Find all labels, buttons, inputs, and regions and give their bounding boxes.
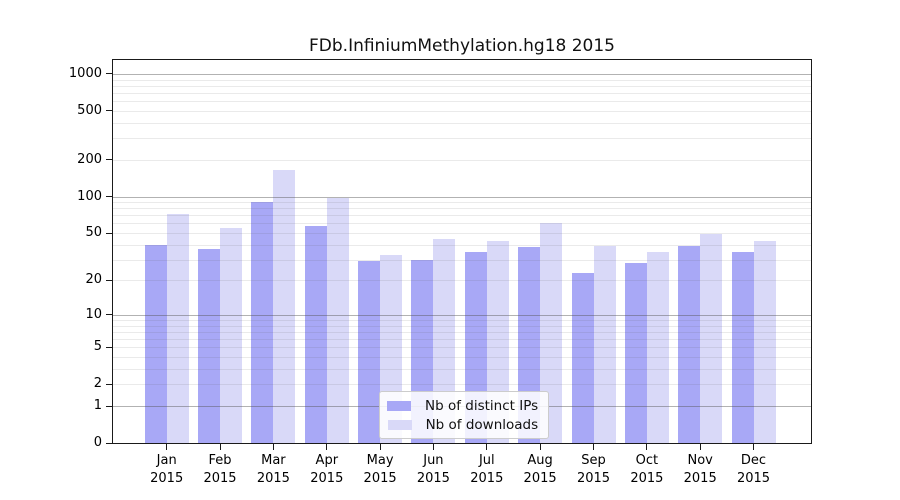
x-tick-mark (486, 444, 488, 450)
y-tick-mark (106, 232, 112, 234)
legend-label-downloads: Nb of downloads (425, 416, 539, 433)
y-tick-mark (106, 346, 112, 348)
bar-downloads (700, 234, 723, 443)
bars-layer (113, 60, 811, 443)
x-tick-label: Apr 2015 (310, 453, 344, 486)
x-tick-label: Jun 2015 (416, 453, 450, 486)
x-tick-mark (646, 444, 648, 450)
x-tick-mark (219, 444, 221, 450)
bar-downloads (753, 240, 776, 443)
legend-item-downloads: Nb of downloads (387, 416, 539, 433)
bar-distinct-ips (678, 245, 701, 443)
plot-area: Nb of distinct IPs Nb of downloads (112, 59, 812, 444)
x-tick-label: Aug 2015 (523, 453, 557, 486)
legend: Nb of distinct IPs Nb of downloads (379, 391, 550, 439)
y-tick-mark (106, 405, 112, 407)
y-tick-mark (106, 196, 112, 197)
x-tick-label: Jan 2015 (150, 453, 184, 486)
bar-downloads (220, 228, 243, 443)
y-tick-label: 20 (85, 272, 102, 288)
legend-item-distinct-ips: Nb of distinct IPs (387, 397, 539, 414)
bar-downloads (646, 251, 669, 443)
x-tick-label: Sep 2015 (576, 453, 611, 486)
bar-distinct-ips (198, 248, 221, 443)
bar-downloads (273, 169, 296, 443)
x-tick-mark (699, 444, 701, 450)
x-tick-mark (166, 444, 168, 450)
x-tick-label: Jul 2015 (470, 453, 504, 486)
y-tick-label: 5 (93, 339, 102, 355)
legend-swatch-distinct-ips (387, 400, 411, 411)
bar-downloads (593, 245, 616, 443)
y-tick-mark (106, 73, 112, 75)
x-tick-mark (272, 444, 274, 450)
bar-distinct-ips (358, 261, 381, 443)
x-tick-label: Dec 2015 (736, 453, 771, 486)
bar-distinct-ips (624, 263, 647, 443)
bar-downloads (540, 223, 563, 443)
chart-title: FDb.InfiniumMethylation.hg18 2015 (309, 36, 615, 56)
y-tick-label: 2 (93, 376, 102, 392)
x-tick-label: Mar 2015 (256, 453, 290, 486)
y-tick-mark (106, 314, 112, 316)
x-tick-label: Nov 2015 (683, 453, 717, 486)
y-tick-mark (106, 110, 112, 112)
x-tick-mark (593, 444, 594, 450)
bar-distinct-ips (251, 202, 274, 443)
y-tick-mark (106, 442, 112, 444)
y-tick-label: 500 (77, 102, 102, 118)
y-tick-label: 200 (77, 151, 102, 167)
y-tick-label: 10 (85, 306, 102, 322)
x-tick-label: Feb 2015 (203, 453, 237, 486)
y-tick-label: 100 (77, 188, 102, 204)
legend-label-distinct-ips: Nb of distinct IPs (425, 397, 539, 414)
y-tick-label: 50 (85, 225, 102, 240)
bar-distinct-ips (304, 226, 327, 443)
bar-distinct-ips (144, 244, 167, 443)
x-tick-mark (753, 444, 754, 450)
legend-swatch-downloads (387, 419, 412, 430)
bar-distinct-ips (571, 273, 594, 443)
x-tick-mark (539, 444, 541, 450)
y-tick-label: 1000 (68, 65, 102, 81)
bar-distinct-ips (731, 251, 754, 443)
bar-downloads (166, 213, 189, 443)
bar-downloads (326, 197, 349, 443)
x-tick-mark (432, 444, 434, 450)
y-tick-mark (106, 279, 112, 281)
y-tick-label: 0 (93, 435, 102, 450)
y-tick-label: 1 (93, 398, 102, 413)
x-tick-mark (326, 444, 328, 450)
y-tick-mark (106, 383, 112, 385)
x-tick-label: May 2015 (363, 453, 397, 486)
x-tick-mark (379, 444, 381, 450)
x-tick-label: Oct 2015 (630, 453, 664, 486)
y-tick-mark (106, 159, 112, 161)
